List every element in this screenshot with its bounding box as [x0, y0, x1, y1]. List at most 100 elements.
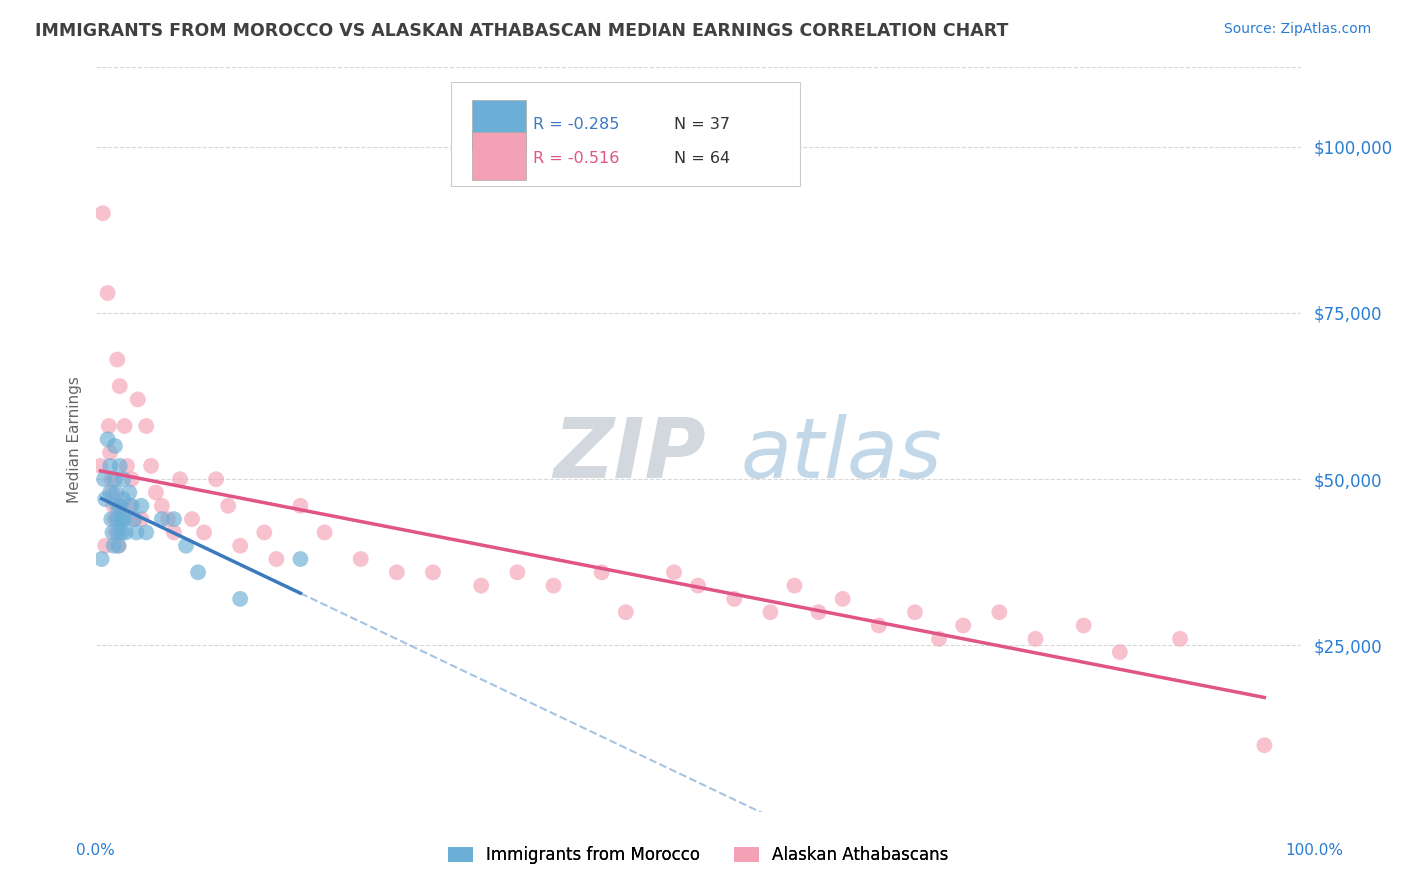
Point [150, 512, 173, 526]
Point [139, 458, 162, 473]
Point [266, 552, 288, 566]
Point [686, 579, 709, 593]
Point [125, 525, 148, 540]
Point [104, 512, 127, 526]
Point [807, 605, 830, 619]
Point [614, 605, 637, 619]
Point [662, 566, 685, 580]
Point [127, 392, 149, 407]
Point [105, 499, 128, 513]
FancyBboxPatch shape [451, 82, 800, 186]
Point [506, 566, 529, 580]
Point [115, 458, 138, 473]
Point [93, 472, 115, 486]
Point [181, 512, 204, 526]
Point [114, 512, 136, 526]
Point [350, 552, 373, 566]
Point [156, 512, 179, 526]
Point [97, 419, 120, 434]
Point [105, 525, 128, 540]
Point [91, 206, 114, 220]
Point [217, 499, 239, 513]
Text: R = -0.285: R = -0.285 [533, 118, 620, 133]
Point [105, 512, 128, 526]
Point [98, 445, 121, 459]
Point [229, 539, 252, 553]
Point [783, 579, 806, 593]
Point [100, 512, 122, 526]
Point [135, 525, 157, 540]
Point [759, 605, 782, 619]
Point [90, 552, 112, 566]
Text: ZIP: ZIP [554, 414, 706, 495]
Text: atlas: atlas [740, 414, 942, 495]
Point [205, 472, 228, 486]
Text: IMMIGRANTS FROM MOROCCO VS ALASKAN ATHABASCAN MEDIAN EARNINGS CORRELATION CHART: IMMIGRANTS FROM MOROCCO VS ALASKAN ATHAB… [35, 22, 1008, 40]
Text: N = 37: N = 37 [673, 118, 730, 133]
Point [314, 525, 336, 540]
Point [988, 605, 1011, 619]
Point [111, 525, 134, 540]
Text: 100.0%: 100.0% [1285, 843, 1344, 857]
Point [101, 525, 124, 540]
Point [108, 379, 131, 393]
Point [831, 591, 853, 606]
Point [118, 499, 141, 513]
Legend: Immigrants from Morocco, Alaskan Athabascans: Immigrants from Morocco, Alaskan Athabas… [441, 839, 955, 871]
Point [89, 458, 111, 473]
Point [103, 539, 125, 553]
Point [543, 579, 565, 593]
Point [163, 525, 186, 540]
Point [928, 632, 950, 646]
Point [100, 472, 122, 486]
Point [121, 472, 143, 486]
Point [131, 499, 153, 513]
Point [107, 525, 129, 540]
Point [422, 566, 444, 580]
Point [290, 552, 312, 566]
Point [229, 591, 252, 606]
Text: R = -0.516: R = -0.516 [533, 151, 620, 166]
Y-axis label: Median Earnings: Median Earnings [66, 376, 82, 503]
Point [163, 512, 186, 526]
Point [112, 472, 135, 486]
Point [723, 591, 745, 606]
Point [904, 605, 927, 619]
Point [108, 499, 131, 513]
Point [104, 472, 127, 486]
Point [98, 485, 121, 500]
Point [122, 512, 145, 526]
Point [110, 512, 132, 526]
Point [112, 492, 135, 507]
Point [101, 485, 124, 500]
Point [290, 499, 312, 513]
Point [174, 539, 197, 553]
Point [114, 419, 136, 434]
Point [111, 512, 134, 526]
Point [94, 539, 117, 553]
Point [107, 539, 129, 553]
FancyBboxPatch shape [471, 132, 526, 180]
FancyBboxPatch shape [471, 101, 526, 149]
Point [108, 458, 131, 473]
Point [868, 618, 890, 632]
Point [105, 485, 128, 500]
Point [94, 492, 117, 507]
Text: N = 64: N = 64 [673, 151, 730, 166]
Point [1168, 632, 1191, 646]
Point [253, 525, 276, 540]
Point [1253, 738, 1275, 752]
Point [150, 499, 173, 513]
Point [118, 485, 141, 500]
Point [105, 352, 128, 367]
Text: 0.0%: 0.0% [76, 843, 115, 857]
Point [110, 499, 132, 513]
Point [1108, 645, 1130, 659]
Point [114, 525, 136, 540]
Point [385, 566, 408, 580]
Point [97, 285, 120, 300]
Point [111, 512, 134, 526]
Point [122, 512, 145, 526]
Point [952, 618, 974, 632]
Point [187, 566, 209, 580]
